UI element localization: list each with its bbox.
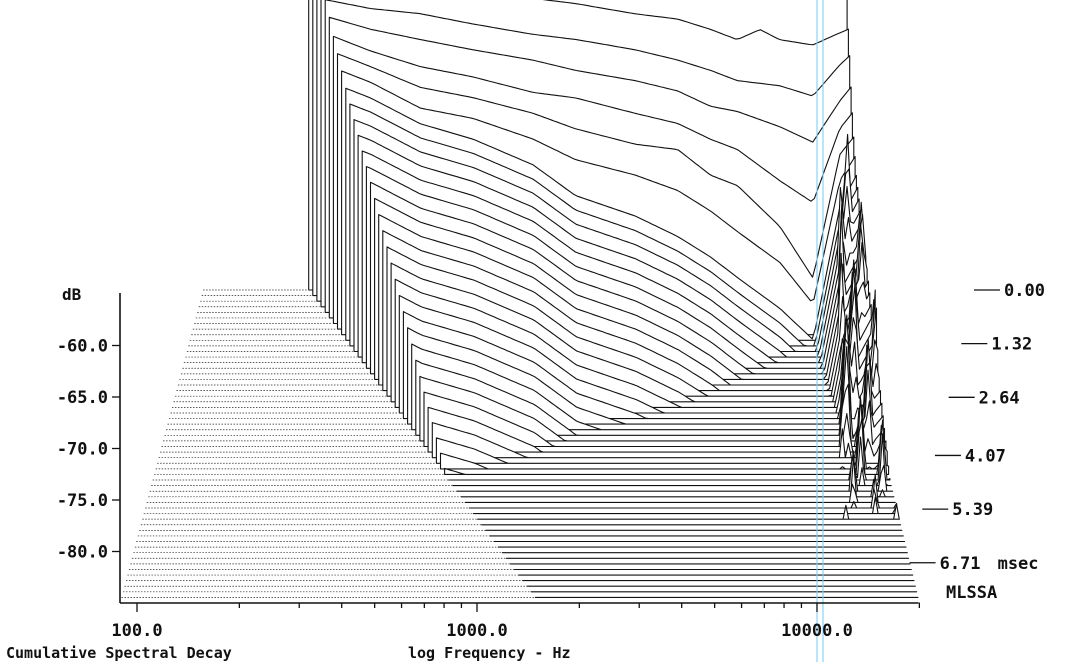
x-tick-label: 10000.0 — [781, 621, 853, 641]
time-tick-label: 2.64 — [979, 388, 1020, 408]
decay-slices — [308, 0, 920, 604]
y-tick-label: -70.0 — [57, 440, 108, 460]
time-tick-label: 5.39 — [952, 500, 993, 520]
decay-slice — [452, 433, 892, 487]
y-tick-label: -65.0 — [57, 388, 108, 408]
time-tick-label: 4.07 — [965, 446, 1006, 466]
y-axis-label: dB — [62, 285, 82, 304]
decay-slice — [472, 496, 899, 515]
time-unit-label: msec — [998, 554, 1039, 574]
decay-slice — [435, 404, 887, 464]
decay-slice — [444, 417, 890, 475]
decay-slice — [411, 314, 879, 431]
time-tick-label: 6.71 — [940, 554, 981, 574]
decay-slice — [477, 503, 900, 520]
y-tick-label: -80.0 — [57, 543, 108, 563]
x-tick-label: 1000.0 — [446, 621, 507, 641]
decay-slice — [415, 338, 880, 436]
decay-slice — [464, 474, 896, 503]
decay-slice — [448, 430, 891, 481]
time-tick-label: 0.00 — [1004, 281, 1045, 301]
frequency-cursor — [816, 0, 824, 662]
x-axis-label: log Frequency - Hz — [408, 644, 571, 662]
time-tick-label: 1.32 — [991, 335, 1032, 355]
decay-slice — [468, 488, 898, 509]
axis-labels: -60.0 -65.0 -70.0 -75.0 -80.0 dB 100.0 1000.0 10… — [6, 281, 1045, 662]
y-tick-label: -75.0 — [57, 491, 108, 511]
chart-title: Cumulative Spectral Decay — [6, 644, 232, 662]
brand-label: MLSSA — [946, 583, 997, 603]
decay-slice — [460, 455, 895, 498]
decay-slice — [456, 457, 894, 492]
axes — [112, 289, 1000, 612]
y-tick-label: -60.0 — [57, 337, 108, 357]
x-tick-label: 100.0 — [111, 621, 162, 641]
